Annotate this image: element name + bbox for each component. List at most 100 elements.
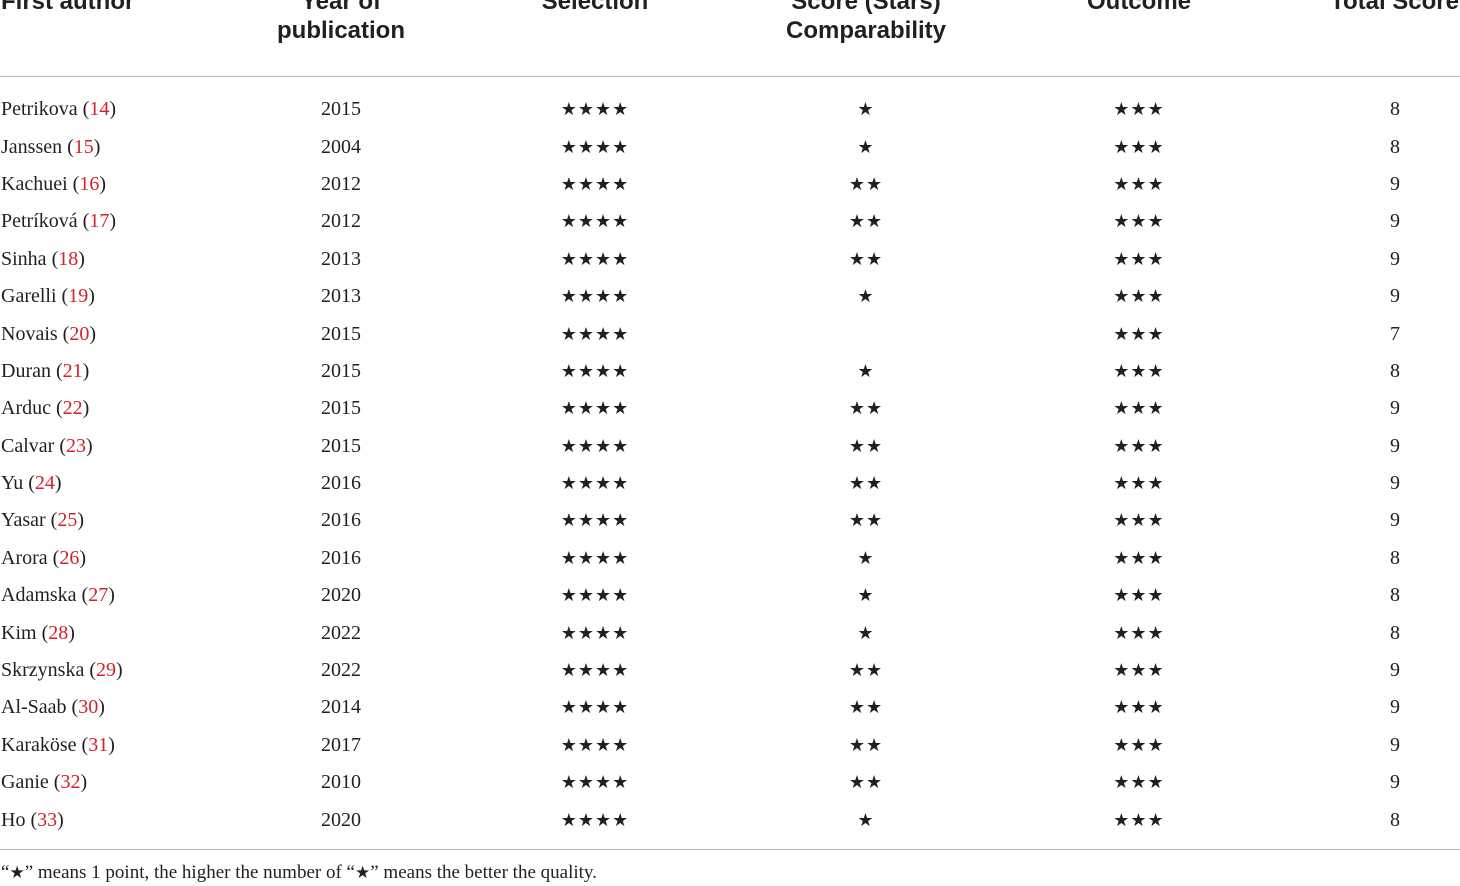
outcome-stars: ★★★ [1113, 734, 1165, 756]
reference-link[interactable]: 18 [58, 247, 79, 270]
cell-comparability [708, 315, 1024, 352]
outcome-stars: ★★★ [1113, 547, 1165, 569]
table-row: Garelli (19) 2013 ★★★★ ★ ★★★ 9 [0, 278, 1460, 315]
comparability-stars: ★★ [848, 473, 884, 495]
selection-stars: ★★★★ [560, 697, 630, 719]
reference-link[interactable]: 31 [88, 733, 109, 756]
cell-outcome: ★★★ [1024, 614, 1254, 651]
cell-outcome: ★★★ [1024, 577, 1254, 614]
outcome-stars: ★★★ [1113, 660, 1165, 682]
header-selection: Selection [482, 0, 708, 77]
cell-comparability: ★★ [708, 428, 1024, 465]
cell-total-score: 9 [1390, 210, 1400, 233]
comparability-stars: ★ [857, 547, 875, 569]
reference-link[interactable]: 24 [34, 472, 55, 495]
header-total-score-label: Total Score [1330, 0, 1459, 15]
cell-first-author: Petríková (17) [1, 210, 116, 233]
quality-assessment-table-container: First author Year of publication Selecti… [0, 0, 1460, 850]
cell-comparability: ★ [708, 540, 1024, 577]
cell-outcome: ★★★ [1024, 502, 1254, 539]
cell-year: 2017 [321, 733, 361, 756]
selection-stars: ★★★★ [560, 734, 630, 756]
cell-total-score: 9 [1390, 397, 1400, 420]
cell-first-author: Ho (33) [0, 801, 200, 850]
reference-link[interactable]: 20 [69, 322, 90, 345]
outcome-stars: ★★★ [1113, 622, 1165, 644]
reference-link[interactable]: 22 [62, 397, 83, 420]
outcome-stars: ★★★ [1113, 323, 1165, 345]
author-name: Arora [1, 546, 48, 569]
table-row: Arora (26) 2016 ★★★★ ★ ★★★ 8 [0, 540, 1460, 577]
comparability-stars: ★★ [848, 435, 884, 457]
reference-link[interactable]: 25 [57, 509, 78, 532]
header-first-author-label: First author [1, 0, 135, 15]
selection-stars: ★★★★ [560, 136, 630, 158]
reference-link[interactable]: 17 [89, 210, 110, 233]
author-name: Petrikova [1, 98, 78, 121]
cell-outcome: ★★★ [1024, 77, 1254, 129]
cell-outcome: ★★★ [1024, 689, 1254, 726]
selection-stars: ★★★★ [560, 435, 630, 457]
cell-total-score: 9 [1390, 434, 1400, 457]
reference-link[interactable]: 16 [79, 172, 100, 195]
cell-year: 2015 [321, 98, 361, 121]
selection-stars: ★★★★ [560, 660, 630, 682]
cell-comparability: ★★ [708, 465, 1024, 502]
reference-link[interactable]: 32 [60, 771, 81, 794]
selection-stars: ★★★★ [560, 360, 630, 382]
comparability-stars: ★ [857, 286, 875, 308]
outcome-stars: ★★★ [1113, 173, 1165, 195]
cell-total-score: 8 [1390, 359, 1400, 382]
reference-link[interactable]: 21 [62, 359, 83, 382]
selection-stars: ★★★★ [560, 809, 630, 831]
cell-total-score: 9 [1390, 509, 1400, 532]
table-row: Kachuei (16) 2012 ★★★★ ★★ ★★★ 9 [0, 166, 1460, 203]
cell-selection: ★★★★ [482, 166, 708, 203]
cell-selection: ★★★★ [482, 465, 708, 502]
outcome-stars: ★★★ [1113, 360, 1165, 382]
reference-link[interactable]: 26 [59, 546, 80, 569]
cell-outcome: ★★★ [1024, 764, 1254, 801]
outcome-stars: ★★★ [1113, 772, 1165, 794]
selection-stars: ★★★★ [560, 547, 630, 569]
cell-total-score: 8 [1254, 801, 1460, 850]
quality-assessment-table: First author Year of publication Selecti… [0, 0, 1460, 850]
cell-first-author: Duran (21) [1, 359, 90, 382]
reference-link[interactable]: 27 [88, 584, 109, 607]
cell-first-author: Sinha (18) [1, 247, 85, 270]
cell-total-score: 9 [1390, 659, 1400, 682]
cell-selection: ★★★★ [482, 128, 708, 165]
reference-link[interactable]: 33 [37, 808, 58, 831]
header-score: Score (Stars) Comparability [708, 0, 1024, 77]
author-name: Garelli [1, 285, 57, 308]
cell-year: 2022 [321, 621, 361, 644]
table-row: Arduc (22) 2015 ★★★★ ★★ ★★★ 9 [0, 390, 1460, 427]
reference-link[interactable]: 23 [65, 434, 86, 457]
cell-year: 2013 [321, 285, 361, 308]
comparability-stars: ★★ [848, 660, 884, 682]
author-name: Ho [1, 808, 26, 831]
selection-stars: ★★★★ [560, 772, 630, 794]
cell-year: 2016 [321, 509, 361, 532]
cell-comparability: ★ [708, 128, 1024, 165]
outcome-stars: ★★★ [1113, 697, 1165, 719]
outcome-stars: ★★★ [1113, 809, 1165, 831]
reference-link[interactable]: 15 [73, 135, 94, 158]
outcome-stars: ★★★ [1113, 473, 1165, 495]
cell-year: 2016 [321, 472, 361, 495]
selection-stars: ★★★★ [560, 510, 630, 532]
footnote-open-quote: “ [1, 862, 10, 883]
reference-link[interactable]: 30 [78, 696, 99, 719]
header-first-author: First author [0, 0, 200, 77]
cell-selection: ★★★★ [482, 278, 708, 315]
cell-outcome: ★★★ [1024, 652, 1254, 689]
reference-link[interactable]: 29 [96, 659, 116, 682]
cell-total-score: 9 [1390, 472, 1400, 495]
table-row: Ho (33) 2020 ★★★★ ★ ★★★ 8 [0, 801, 1460, 850]
cell-selection: ★★★★ [482, 77, 708, 129]
cell-year: 2010 [321, 771, 361, 794]
reference-link[interactable]: 14 [89, 98, 110, 121]
reference-link[interactable]: 19 [68, 285, 89, 308]
table-row: Petríková (17) 2012 ★★★★ ★★ ★★★ 9 [0, 203, 1460, 240]
reference-link[interactable]: 28 [48, 621, 69, 644]
